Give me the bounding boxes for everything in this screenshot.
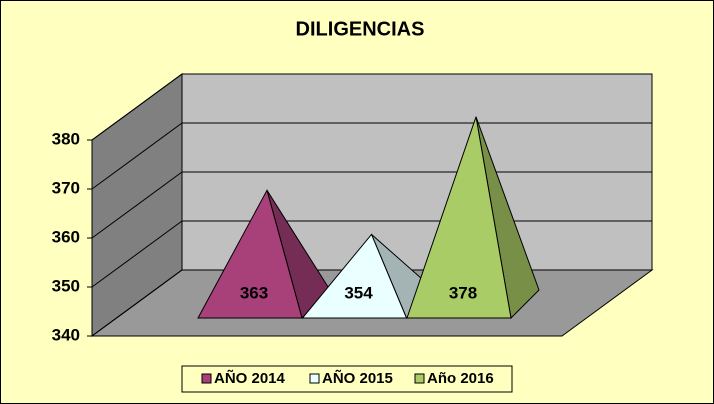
y-tick-label: 380 xyxy=(52,129,80,148)
grid-line xyxy=(91,220,183,288)
y-tick-label: 340 xyxy=(52,325,80,344)
chart-title: DILIGENCIAS xyxy=(296,18,425,40)
legend-box xyxy=(181,365,513,393)
data-label: 354 xyxy=(344,283,373,302)
legend-label: Año 2016 xyxy=(427,370,494,387)
legend-marker xyxy=(201,373,212,384)
pyramid-front xyxy=(197,188,303,319)
pyramid xyxy=(406,116,540,320)
legend-marker xyxy=(414,373,425,384)
y-tick-label: 370 xyxy=(52,178,80,197)
legend-label: AÑO 2015 xyxy=(322,369,393,387)
grid-line xyxy=(91,73,183,141)
legend-marker xyxy=(309,373,320,384)
y-tick-label: 360 xyxy=(52,227,80,246)
legend-label: AÑO 2014 xyxy=(214,369,286,387)
data-label: 378 xyxy=(449,283,477,302)
data-label: 363 xyxy=(240,283,268,302)
pyramid-front xyxy=(406,116,512,319)
grid-line xyxy=(91,171,183,239)
grid-line xyxy=(91,269,183,337)
pyramid-front xyxy=(301,233,408,319)
grid-line xyxy=(91,122,183,190)
y-tick-label: 350 xyxy=(52,276,80,295)
